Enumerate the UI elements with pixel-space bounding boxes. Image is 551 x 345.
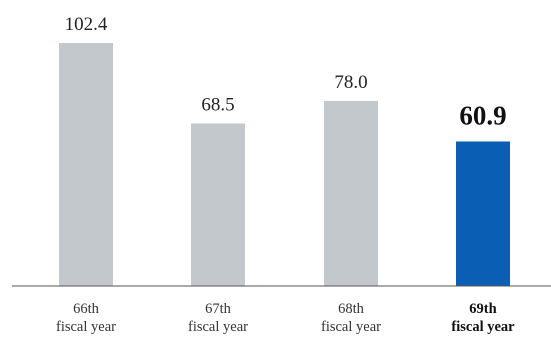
bar-4 bbox=[456, 141, 510, 286]
category-label-1-line-2: fiscal year bbox=[56, 319, 116, 335]
category-label-4: 69th fiscal year bbox=[451, 301, 515, 335]
bars-group bbox=[59, 43, 510, 287]
value-label-2: 68.5 bbox=[201, 94, 234, 115]
value-labels-group: 102.4 68.5 78.0 60.9 bbox=[65, 14, 507, 130]
value-label-4: 60.9 bbox=[459, 100, 506, 130]
value-label-1: 102.4 bbox=[65, 14, 108, 35]
category-labels-group: 66th fiscal year 67th fiscal year 68th fiscal… bbox=[56, 301, 515, 335]
category-label-4-line-1: 69th bbox=[469, 301, 496, 317]
bar-2 bbox=[191, 123, 245, 287]
category-label-4-line-2: fiscal year bbox=[451, 319, 515, 335]
category-label-3: 68th fiscal year bbox=[321, 301, 381, 335]
category-label-1: 66th fiscal year bbox=[56, 301, 116, 335]
value-label-3: 78.0 bbox=[334, 72, 367, 93]
category-label-1-line-1: 66th bbox=[73, 301, 100, 317]
category-label-2-line-2: fiscal year bbox=[188, 319, 248, 335]
category-label-2-line-1: 67th bbox=[205, 301, 232, 317]
category-label-2: 67th fiscal year bbox=[188, 301, 248, 335]
bar-3 bbox=[324, 100, 378, 286]
bar-1 bbox=[59, 43, 113, 287]
category-label-3-line-1: 68th bbox=[338, 301, 365, 317]
category-label-3-line-2: fiscal year bbox=[321, 319, 381, 335]
